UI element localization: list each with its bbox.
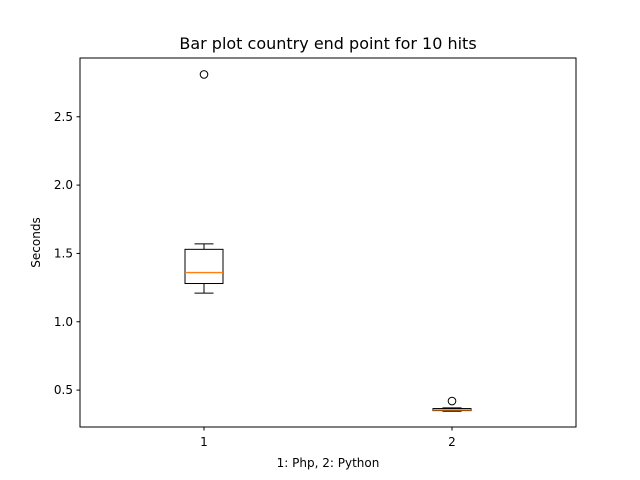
y-axis-label: Seconds xyxy=(29,217,43,267)
box-group xyxy=(184,70,224,294)
y-tick-label: 2.0 xyxy=(54,178,73,192)
outlier-point xyxy=(447,396,457,406)
y-tick-label: 2.5 xyxy=(54,110,73,124)
box-series xyxy=(184,70,472,412)
outlier-point xyxy=(199,70,209,79)
y-tick-label: 1.5 xyxy=(54,246,73,260)
y-tick-label: 1.0 xyxy=(54,315,73,329)
x-tick-label: 1 xyxy=(200,435,208,449)
plot-area-frame xyxy=(79,57,577,428)
y-tick-label: 0.5 xyxy=(54,383,73,397)
x-tick-label: 2 xyxy=(448,435,456,449)
y-axis: 0.5 1.0 1.5 2.0 2.5 xyxy=(54,110,80,397)
box-iqr xyxy=(184,248,224,284)
chart-title: Bar plot country end point for 10 hits xyxy=(179,34,476,53)
box-group xyxy=(432,396,472,412)
x-axis-label: 1: Php, 2: Python xyxy=(277,456,380,470)
